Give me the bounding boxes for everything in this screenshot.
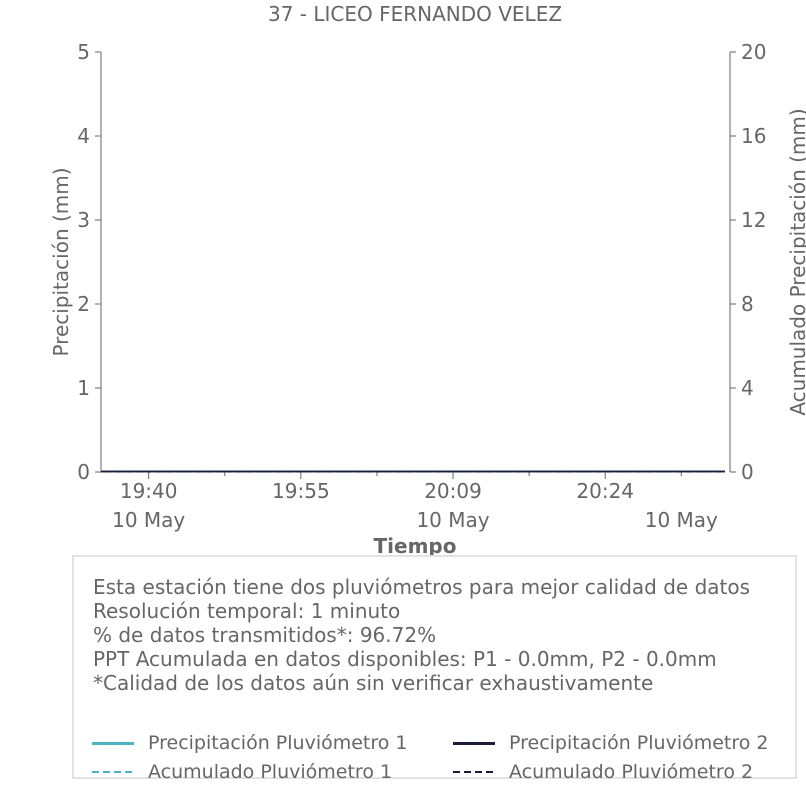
y-tick-left-label: 1 xyxy=(77,376,90,400)
info-line-stations: Esta estación tiene dos pluviómetros par… xyxy=(93,575,751,599)
y-axis-label-left: Precipitación (mm) xyxy=(49,167,73,356)
y-tick-left-label: 4 xyxy=(77,124,90,148)
x-axis-label: Tiempo xyxy=(374,534,457,558)
precipitation-chart: 37 - LICEO FERNANDO VELEZ 01234504812162… xyxy=(49,2,806,558)
legend-label-acum-1: Acumulado Pluviómetro 1 xyxy=(148,761,393,783)
info-line-transmitted: % de datos transmitidos*: 96.72% xyxy=(93,623,437,647)
legend-label-precip-1: Precipitación Pluviómetro 1 xyxy=(148,732,408,754)
legend-swatch-precip-1 xyxy=(92,741,134,745)
legend-item-precip-2: Precipitación Pluviómetro 2 xyxy=(453,729,769,757)
info-panel: Esta estación tiene dos pluviómetros par… xyxy=(72,555,797,783)
legend-label-precip-2: Precipitación Pluviómetro 2 xyxy=(509,732,769,754)
x-tick-time-label: 19:55 xyxy=(272,479,330,503)
legend-item-acum-2: Acumulado Pluviómetro 2 xyxy=(453,758,753,786)
legend-label-acum-2: Acumulado Pluviómetro 2 xyxy=(509,761,754,783)
y-tick-right-label: 12 xyxy=(741,208,766,232)
chart-title: 37 - LICEO FERNANDO VELEZ xyxy=(268,2,562,26)
y-tick-right-label: 0 xyxy=(741,460,754,484)
info-line-accumulated: PPT Acumulada en datos disponibles: P1 -… xyxy=(93,647,717,671)
y-axis-label-right: Acumulado Precipitación (mm) xyxy=(786,108,806,415)
y-tick-right-label: 8 xyxy=(741,292,754,316)
x-tick-date-label: 10 May xyxy=(416,508,489,532)
legend-swatch-precip-2 xyxy=(453,741,495,745)
y-tick-left-label: 2 xyxy=(77,292,90,316)
legend-swatch-acum-1 xyxy=(92,771,134,773)
legend-item-acum-1: Acumulado Pluviómetro 1 xyxy=(92,758,392,786)
info-lines: Esta estación tiene dos pluviómetros par… xyxy=(93,575,750,695)
x-tick-time-label: 19:40 xyxy=(120,479,178,503)
x-tick-time-label: 20:24 xyxy=(576,479,634,503)
x-tick-date-label: 10 May xyxy=(112,508,185,532)
x-tick-time-label: 20:09 xyxy=(424,479,482,503)
info-line-quality: *Calidad de los datos aún sin verificar … xyxy=(93,671,654,695)
y-tick-left-label: 0 xyxy=(77,460,90,484)
legend-swatch-acum-2 xyxy=(453,771,495,773)
y-tick-left-label: 5 xyxy=(77,40,90,64)
y-tick-right-label: 4 xyxy=(741,376,754,400)
y-tick-right-label: 20 xyxy=(741,40,766,64)
legend-item-precip-1: Precipitación Pluviómetro 1 xyxy=(92,729,408,757)
y-tick-right-label: 16 xyxy=(741,124,766,148)
x-tick-date-label: 10 May xyxy=(645,508,718,532)
y-tick-left-label: 3 xyxy=(77,208,90,232)
info-line-resolution: Resolución temporal: 1 minuto xyxy=(93,599,401,623)
